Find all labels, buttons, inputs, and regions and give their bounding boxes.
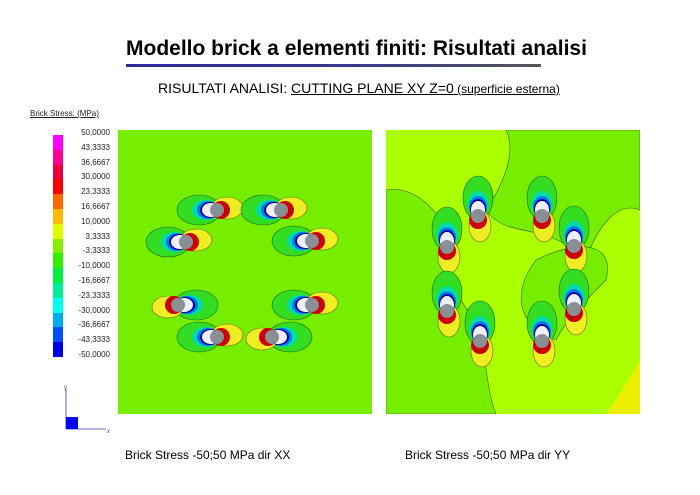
legend-swatch <box>53 253 63 269</box>
legend-swatch <box>53 135 63 150</box>
legend-swatch <box>53 149 63 165</box>
legend-label: -10,0000 <box>78 261 110 271</box>
legend-swatch <box>53 238 63 254</box>
legend-label: 23,3333 <box>81 187 110 197</box>
stress-concentration <box>271 289 339 321</box>
axis-y-label: y <box>64 385 67 391</box>
stress-concentration <box>240 194 308 226</box>
legend-label: 16,6667 <box>81 201 110 211</box>
plot-background <box>118 130 372 414</box>
stress-concentration <box>526 300 558 368</box>
contour-region <box>606 360 640 414</box>
legend-label: 36,6667 <box>81 157 110 167</box>
legend-label: -30,0000 <box>78 305 110 315</box>
stress-concentration <box>558 205 590 273</box>
subtitle-prefix: RISULTATI ANALISI: <box>158 80 292 96</box>
subtitle-note: (superficie esterna) <box>453 82 560 96</box>
legend-swatch <box>53 312 63 328</box>
legend-swatch <box>53 327 63 343</box>
legend-swatch <box>53 164 63 180</box>
stress-concentration <box>526 175 558 243</box>
hole <box>567 239 581 253</box>
legend-swatch <box>53 208 63 224</box>
caption-xx: Brick Stress -50;50 MPa dir XX <box>125 448 291 462</box>
slide-subtitle: RISULTATI ANALISI: CUTTING PLANE XY Z=0 … <box>158 80 560 96</box>
legend-swatch <box>53 282 63 298</box>
subtitle-cutting-plane: CUTTING PLANE XY Z=0 <box>291 80 454 96</box>
stress-concentration <box>145 226 213 258</box>
caption-yy: Brick Stress -50;50 MPa dir YY <box>405 448 571 462</box>
hole <box>210 330 224 344</box>
legend-swatch <box>53 297 63 313</box>
legend-label: -50,0000 <box>78 349 110 359</box>
stress-concentration <box>464 300 496 368</box>
legend-swatch <box>53 342 63 357</box>
axis-x-label: x <box>107 429 110 435</box>
hole <box>210 203 224 217</box>
stress-concentration <box>462 175 494 243</box>
stress-concentration <box>176 321 244 353</box>
hole <box>535 334 549 348</box>
legend-label: 43,3333 <box>81 142 110 152</box>
title-underline <box>126 64 541 67</box>
legend-label: -16,6667 <box>78 275 110 285</box>
stress-plot-xx <box>118 130 372 414</box>
stress-concentration <box>271 225 339 257</box>
hole <box>171 298 185 312</box>
legend-swatch <box>53 179 63 195</box>
hole <box>274 203 288 217</box>
hole <box>567 302 581 316</box>
hole <box>305 298 319 312</box>
legend-swatch <box>53 268 63 283</box>
hole <box>473 334 487 348</box>
legend-label: -23,3333 <box>78 290 110 300</box>
hole <box>305 234 319 248</box>
stress-concentration <box>558 268 590 336</box>
hole <box>471 209 485 223</box>
stress-concentration <box>151 289 219 321</box>
legend-label: 30,0000 <box>81 172 110 182</box>
stress-concentration <box>245 321 313 353</box>
legend-title: Brick Stress: (MPa) <box>30 109 99 118</box>
stress-plot-yy <box>386 130 640 414</box>
legend-label: -3,3333 <box>82 246 110 256</box>
legend-labels: 50,0000 43,3333 36,6667 30,0000 23,3333 16,66… <box>66 126 110 363</box>
legend-label: 10,0000 <box>81 216 110 226</box>
stress-concentration <box>176 194 244 226</box>
hole <box>440 240 454 254</box>
hole <box>440 304 454 318</box>
legend-swatch <box>53 223 63 239</box>
hole <box>179 235 193 249</box>
legend-swatch <box>53 194 63 209</box>
legend-color-bar <box>53 135 63 357</box>
axis-triad-icon: y x <box>64 385 110 435</box>
hole <box>535 209 549 223</box>
hole <box>265 330 279 344</box>
legend-label: -36,6667 <box>78 320 110 330</box>
legend-label: 3,3333 <box>85 231 110 241</box>
stress-concentration <box>431 270 463 338</box>
legend-label: 50,0000 <box>81 128 110 137</box>
legend-label: -43,3333 <box>78 335 110 345</box>
slide-title: Modello brick a elementi finiti: Risulta… <box>126 37 587 60</box>
